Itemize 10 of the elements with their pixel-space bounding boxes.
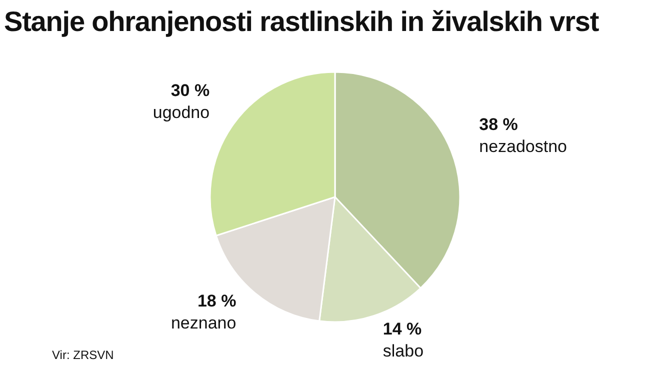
data-label: 18 % <box>197 291 236 310</box>
text: Vir: ZRSVN <box>52 348 114 362</box>
slice-label: ugodno <box>152 102 210 122</box>
data-label: 14 % <box>382 319 422 338</box>
chart-title: Stanje ohranjenosti rastlinskih in živalskih vrst <box>4 6 599 38</box>
slice-label: slabo <box>382 341 424 360</box>
slice-label: nezadostno <box>479 136 568 156</box>
slice-label: neznano <box>170 313 236 332</box>
data-label: 38 % <box>479 114 518 134</box>
data-label: 30 % <box>170 80 210 100</box>
